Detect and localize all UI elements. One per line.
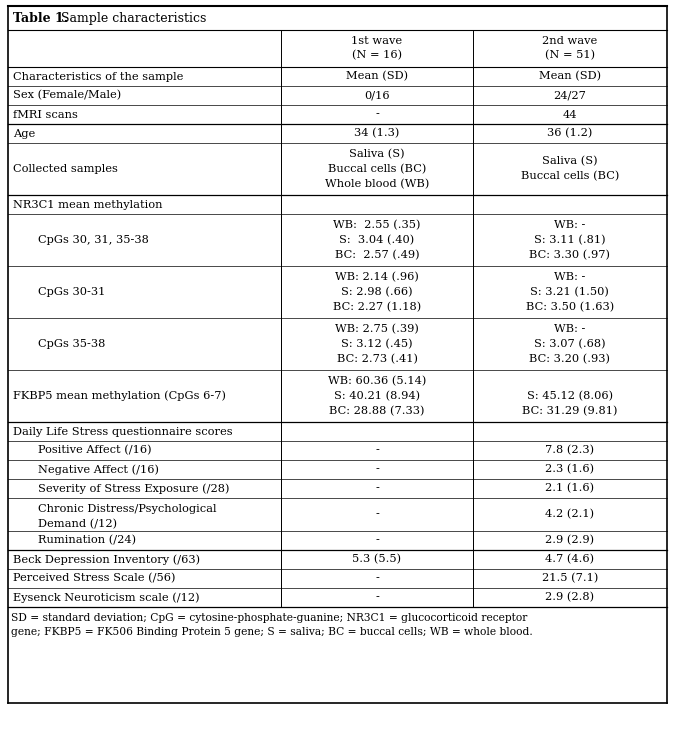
- Text: -: -: [375, 593, 379, 603]
- Text: S: 45.12 (8.06): S: 45.12 (8.06): [526, 391, 613, 401]
- Text: 5.3 (5.5): 5.3 (5.5): [352, 554, 402, 565]
- Text: BC: 3.50 (1.63): BC: 3.50 (1.63): [526, 302, 614, 312]
- Text: BC: 2.73 (.41): BC: 2.73 (.41): [337, 354, 418, 364]
- Text: -: -: [375, 536, 379, 545]
- Text: S: 3.07 (.68): S: 3.07 (.68): [534, 339, 605, 349]
- Text: Severity of Stress Exposure (/28): Severity of Stress Exposure (/28): [38, 483, 230, 494]
- Text: Rumination (/24): Rumination (/24): [38, 535, 136, 545]
- Text: BC: 3.20 (.93): BC: 3.20 (.93): [529, 354, 610, 364]
- Text: BC: 2.27 (1.18): BC: 2.27 (1.18): [333, 302, 421, 312]
- Text: Demand (/12): Demand (/12): [38, 519, 117, 529]
- Text: Eysenck Neuroticism scale (/12): Eysenck Neuroticism scale (/12): [13, 593, 200, 603]
- Text: 24/27: 24/27: [554, 91, 586, 100]
- Text: -: -: [375, 445, 379, 455]
- Text: fMRI scans: fMRI scans: [13, 110, 78, 119]
- Text: Positive Affect (/16): Positive Affect (/16): [38, 445, 152, 455]
- Text: BC: 3.30 (.97): BC: 3.30 (.97): [529, 250, 610, 260]
- Text: Negative Affect (/16): Negative Affect (/16): [38, 464, 159, 475]
- Text: 2.1 (1.6): 2.1 (1.6): [545, 483, 595, 494]
- Text: -: -: [375, 509, 379, 520]
- Text: 2.3 (1.6): 2.3 (1.6): [545, 464, 595, 475]
- Text: Buccal cells (BC): Buccal cells (BC): [328, 164, 426, 174]
- Text: Saliva (S): Saliva (S): [542, 156, 597, 167]
- Text: WB: -: WB: -: [554, 272, 585, 282]
- Text: WB: 2.14 (.96): WB: 2.14 (.96): [335, 272, 419, 282]
- Text: Age: Age: [13, 128, 35, 139]
- Text: Table 1.: Table 1.: [13, 12, 68, 24]
- Text: -: -: [375, 573, 379, 584]
- Text: 44: 44: [562, 110, 577, 119]
- Text: WB: 60.36 (5.14): WB: 60.36 (5.14): [328, 376, 426, 386]
- Text: Chronic Distress/Psychological: Chronic Distress/Psychological: [38, 504, 217, 514]
- Text: Buccal cells (BC): Buccal cells (BC): [520, 171, 619, 181]
- Text: S: 3.11 (.81): S: 3.11 (.81): [534, 235, 605, 245]
- Text: 1st wave: 1st wave: [352, 35, 402, 46]
- Text: WB: -: WB: -: [554, 324, 585, 334]
- Text: WB:  2.55 (.35): WB: 2.55 (.35): [333, 220, 421, 230]
- Text: FKBP5 mean methylation (CpGs 6-7): FKBP5 mean methylation (CpGs 6-7): [13, 391, 226, 401]
- Text: BC:  2.57 (.49): BC: 2.57 (.49): [335, 250, 419, 260]
- Text: Whole blood (WB): Whole blood (WB): [325, 179, 429, 189]
- Text: Mean (SD): Mean (SD): [539, 71, 601, 82]
- Text: 4.2 (2.1): 4.2 (2.1): [545, 509, 595, 520]
- Text: S: 40.21 (8.94): S: 40.21 (8.94): [334, 391, 420, 401]
- Text: (N = 16): (N = 16): [352, 50, 402, 60]
- Text: S: 2.98 (.66): S: 2.98 (.66): [342, 287, 413, 297]
- Text: 0/16: 0/16: [364, 91, 390, 100]
- Text: S:  3.04 (.40): S: 3.04 (.40): [340, 235, 414, 245]
- Text: 2.9 (2.9): 2.9 (2.9): [545, 535, 595, 545]
- Text: (N = 51): (N = 51): [545, 50, 595, 60]
- Text: Characteristics of the sample: Characteristics of the sample: [13, 71, 184, 82]
- Text: BC: 31.29 (9.81): BC: 31.29 (9.81): [522, 406, 618, 416]
- Text: 21.5 (7.1): 21.5 (7.1): [541, 573, 598, 584]
- Text: -: -: [375, 483, 379, 494]
- Text: CpGs 30-31: CpGs 30-31: [38, 287, 105, 297]
- Text: WB: -: WB: -: [554, 220, 585, 230]
- Text: Sex (Female/Male): Sex (Female/Male): [13, 91, 122, 101]
- Text: BC: 28.88 (7.33): BC: 28.88 (7.33): [329, 406, 425, 416]
- Text: Saliva (S): Saliva (S): [349, 149, 405, 159]
- Text: S: 3.21 (1.50): S: 3.21 (1.50): [531, 287, 610, 297]
- Text: Sample characteristics: Sample characteristics: [57, 12, 207, 24]
- Text: Beck Depression Inventory (/63): Beck Depression Inventory (/63): [13, 554, 200, 565]
- Text: Collected samples: Collected samples: [13, 164, 118, 174]
- Text: CpGs 30, 31, 35-38: CpGs 30, 31, 35-38: [38, 235, 149, 245]
- Text: Perceived Stress Scale (/56): Perceived Stress Scale (/56): [13, 573, 176, 584]
- Text: 36 (1.2): 36 (1.2): [547, 128, 593, 139]
- Text: CpGs 35-38: CpGs 35-38: [38, 339, 105, 349]
- Text: Daily Life Stress questionnaire scores: Daily Life Stress questionnaire scores: [13, 427, 233, 436]
- Text: WB: 2.75 (.39): WB: 2.75 (.39): [335, 324, 419, 334]
- Text: S: 3.12 (.45): S: 3.12 (.45): [342, 339, 413, 349]
- Text: 2.9 (2.8): 2.9 (2.8): [545, 593, 595, 603]
- Text: 4.7 (4.6): 4.7 (4.6): [545, 554, 595, 565]
- Text: Mean (SD): Mean (SD): [346, 71, 408, 82]
- Text: -: -: [375, 110, 379, 119]
- Text: 34 (1.3): 34 (1.3): [354, 128, 400, 139]
- Text: 7.8 (2.3): 7.8 (2.3): [545, 445, 595, 455]
- Text: SD = standard deviation; CpG = cytosine-phosphate-guanine; NR3C1 = glucocorticoi: SD = standard deviation; CpG = cytosine-…: [11, 613, 527, 623]
- Text: gene; FKBP5 = FK506 Binding Protein 5 gene; S = saliva; BC = buccal cells; WB = : gene; FKBP5 = FK506 Binding Protein 5 ge…: [11, 627, 533, 637]
- Text: -: -: [375, 464, 379, 475]
- Text: 2nd wave: 2nd wave: [542, 35, 597, 46]
- Text: NR3C1 mean methylation: NR3C1 mean methylation: [13, 200, 163, 209]
